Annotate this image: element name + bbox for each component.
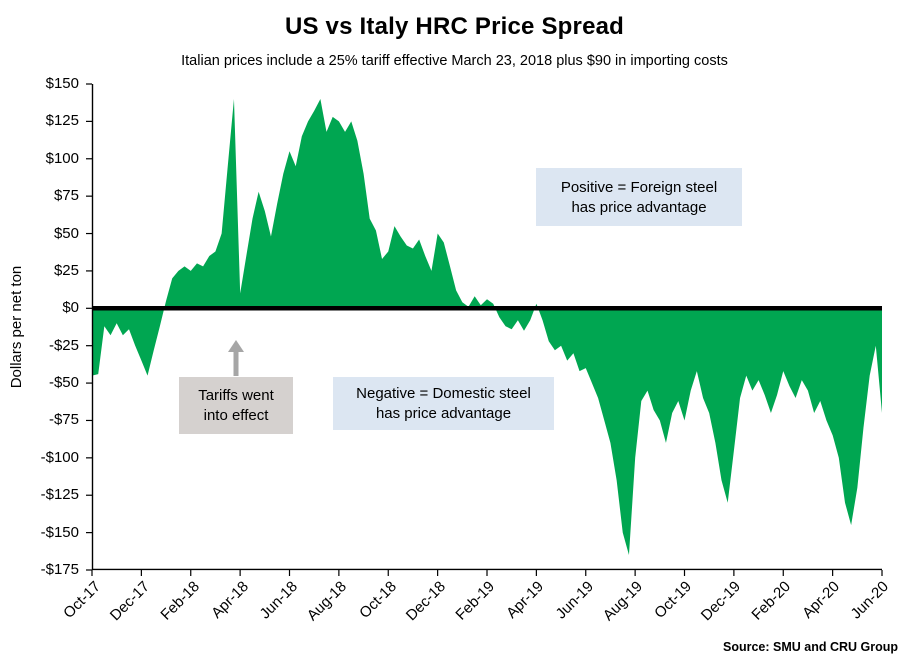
- y-axis-label: $0: [62, 299, 79, 317]
- y-axis-label: $100: [45, 149, 79, 167]
- positive-annotation-line1: Positive = Foreign steel: [560, 179, 718, 196]
- up-arrow-stem: [233, 351, 239, 376]
- y-axis-label: -$25: [48, 336, 79, 354]
- y-axis-label: -$50: [48, 374, 79, 392]
- source-note: Source: SMU and CRU Group: [722, 640, 898, 654]
- y-axis-label: -$100: [40, 448, 79, 466]
- negative-annotation-line2: has price advantage: [375, 404, 512, 422]
- plot-area: [85, 83, 883, 576]
- negative-annotation-line1: Negative = Domestic steel: [356, 385, 531, 402]
- tariffs-annotation-line2: into effect: [203, 406, 269, 424]
- negative-annotation: Negative = Domestic steel has price adva…: [333, 377, 554, 430]
- y-axis-label: -$125: [40, 486, 79, 504]
- y-axis-label: -$150: [40, 523, 79, 541]
- y-axis-label: -$75: [48, 411, 79, 429]
- up-arrow-icon: [228, 340, 244, 376]
- positive-annotation-line2: has price advantage: [571, 198, 707, 216]
- y-axis-label: $150: [45, 75, 79, 92]
- axis-ticks: [85, 83, 883, 576]
- up-arrow-head: [228, 340, 244, 352]
- area-series: [92, 99, 883, 555]
- plot-svg: [85, 83, 883, 576]
- y-axis-label: $25: [53, 261, 79, 279]
- tariffs-annotation: Tariffs went into effect: [179, 377, 293, 434]
- y-axis-label: -$175: [40, 561, 79, 578]
- y-axis-label: $125: [45, 112, 79, 130]
- y-axis-label: $75: [53, 187, 79, 205]
- tariffs-annotation-line1: Tariffs went: [198, 387, 274, 404]
- y-axis-label: $50: [53, 224, 79, 242]
- page-title: US vs Italy HRC Price Spread: [284, 13, 625, 40]
- positive-annotation: Positive = Foreign steel has price advan…: [536, 168, 742, 226]
- page-subtitle: Italian prices include a 25% tariff effe…: [181, 53, 728, 69]
